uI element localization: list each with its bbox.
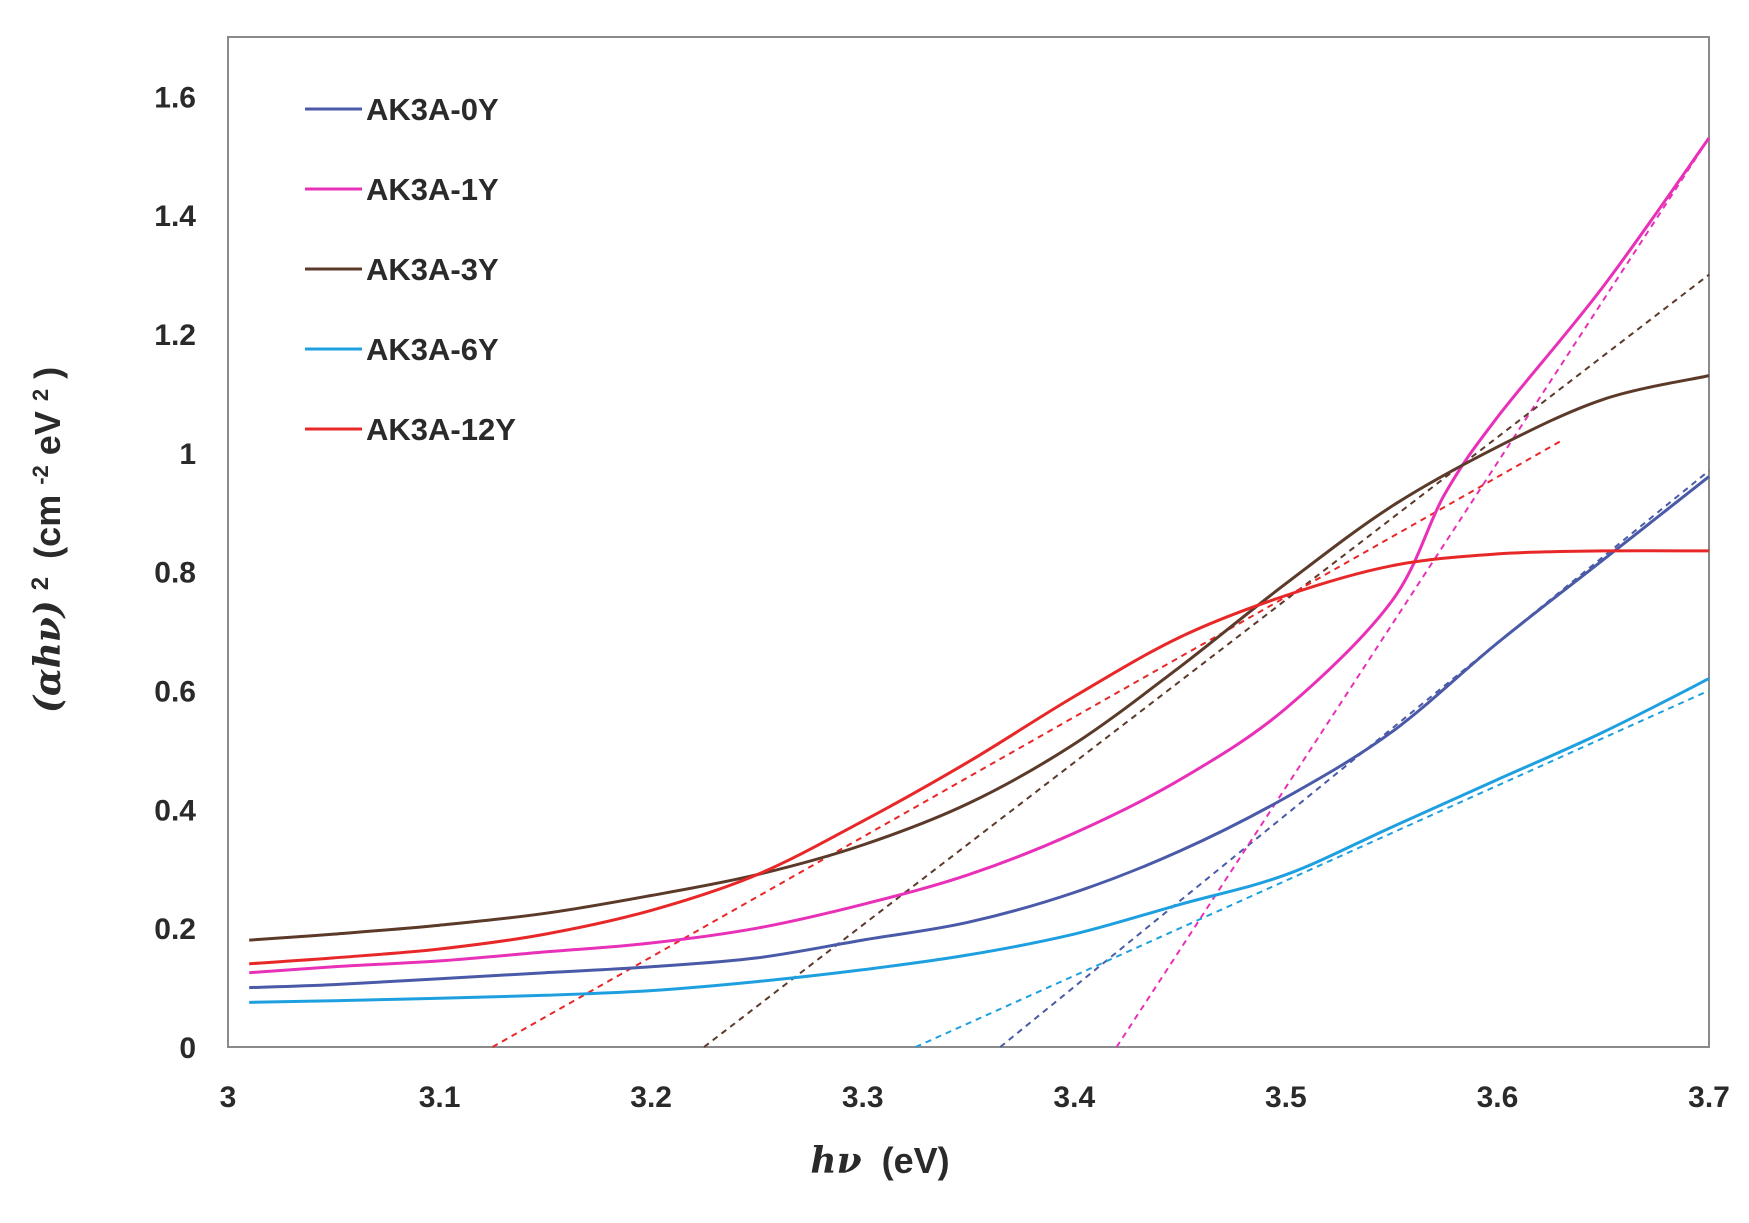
legend: AK3A-0Y AK3A-1Y AK3A-3Y AK3A-6Y AK3A-12Y (305, 92, 516, 447)
legend-label: AK3A-12Y (366, 412, 516, 447)
y-tick-label: 0.4 (154, 794, 196, 827)
legend-label: AK3A-1Y (366, 172, 499, 207)
x-tick-labels: 3 3.1 3.2 3.3 3.4 3.5 3.6 3.7 (220, 1081, 1730, 1114)
y-tick-label: 1.2 (154, 319, 196, 352)
plot-area (227, 36, 1710, 1048)
x-tick-label: 3.2 (630, 1081, 672, 1114)
x-tick-label: 3.7 (1688, 1081, 1730, 1114)
x-tick-label: 3.6 (1477, 1081, 1519, 1114)
y-tick-label: 0.2 (154, 913, 196, 946)
x-axis-unit: (eV) (882, 1140, 950, 1181)
series-line (249, 549, 1710, 966)
y-axis-unit-exp2: 2 (28, 389, 53, 401)
y-tick-labels: 0 0.2 0.4 0.6 0.8 1 1.2 1.4 1.6 (154, 81, 196, 1065)
y-axis-title: (αhν) 2 (cm -2 eV 2 ) (15, 367, 69, 713)
x-tick-label: 3.3 (842, 1081, 884, 1114)
x-axis-title: hν (eV) (810, 1140, 949, 1182)
legend-label: AK3A-0Y (366, 92, 499, 127)
y-tick-label: 0 (179, 1032, 196, 1065)
y-tick-label: 0.6 (154, 676, 196, 709)
series-line (249, 475, 1710, 990)
x-tick-label: 3 (220, 1081, 237, 1114)
y-axis-unit-mid: eV (27, 411, 68, 455)
y-axis-symbol: (αhν) (27, 600, 69, 713)
legend-label: AK3A-6Y (366, 332, 499, 367)
y-axis-unit-close: ) (27, 367, 68, 379)
y-tick-label: 0.8 (154, 557, 196, 590)
fit-line (491, 440, 1562, 1048)
series-line (249, 137, 1711, 975)
x-tick-label: 3.1 (419, 1081, 461, 1114)
y-tick-label: 1 (179, 438, 196, 471)
x-tick-label: 3.4 (1053, 1081, 1095, 1114)
data-series (249, 137, 1711, 1004)
y-tick-label: 1.6 (154, 81, 196, 114)
x-axis-symbol: hν (810, 1140, 861, 1182)
y-tick-label: 1.4 (154, 200, 196, 233)
legend-label: AK3A-3Y (366, 252, 499, 287)
y-axis-unit-open: (cm (27, 495, 68, 559)
y-axis-unit-exp: -2 (28, 465, 53, 485)
fit-line (915, 689, 1710, 1048)
series-line (249, 677, 1710, 1004)
fit-line (703, 273, 1710, 1048)
series-line (249, 374, 1710, 942)
y-axis-exponent: 2 (27, 577, 54, 590)
x-tick-label: 3.5 (1265, 1081, 1307, 1114)
